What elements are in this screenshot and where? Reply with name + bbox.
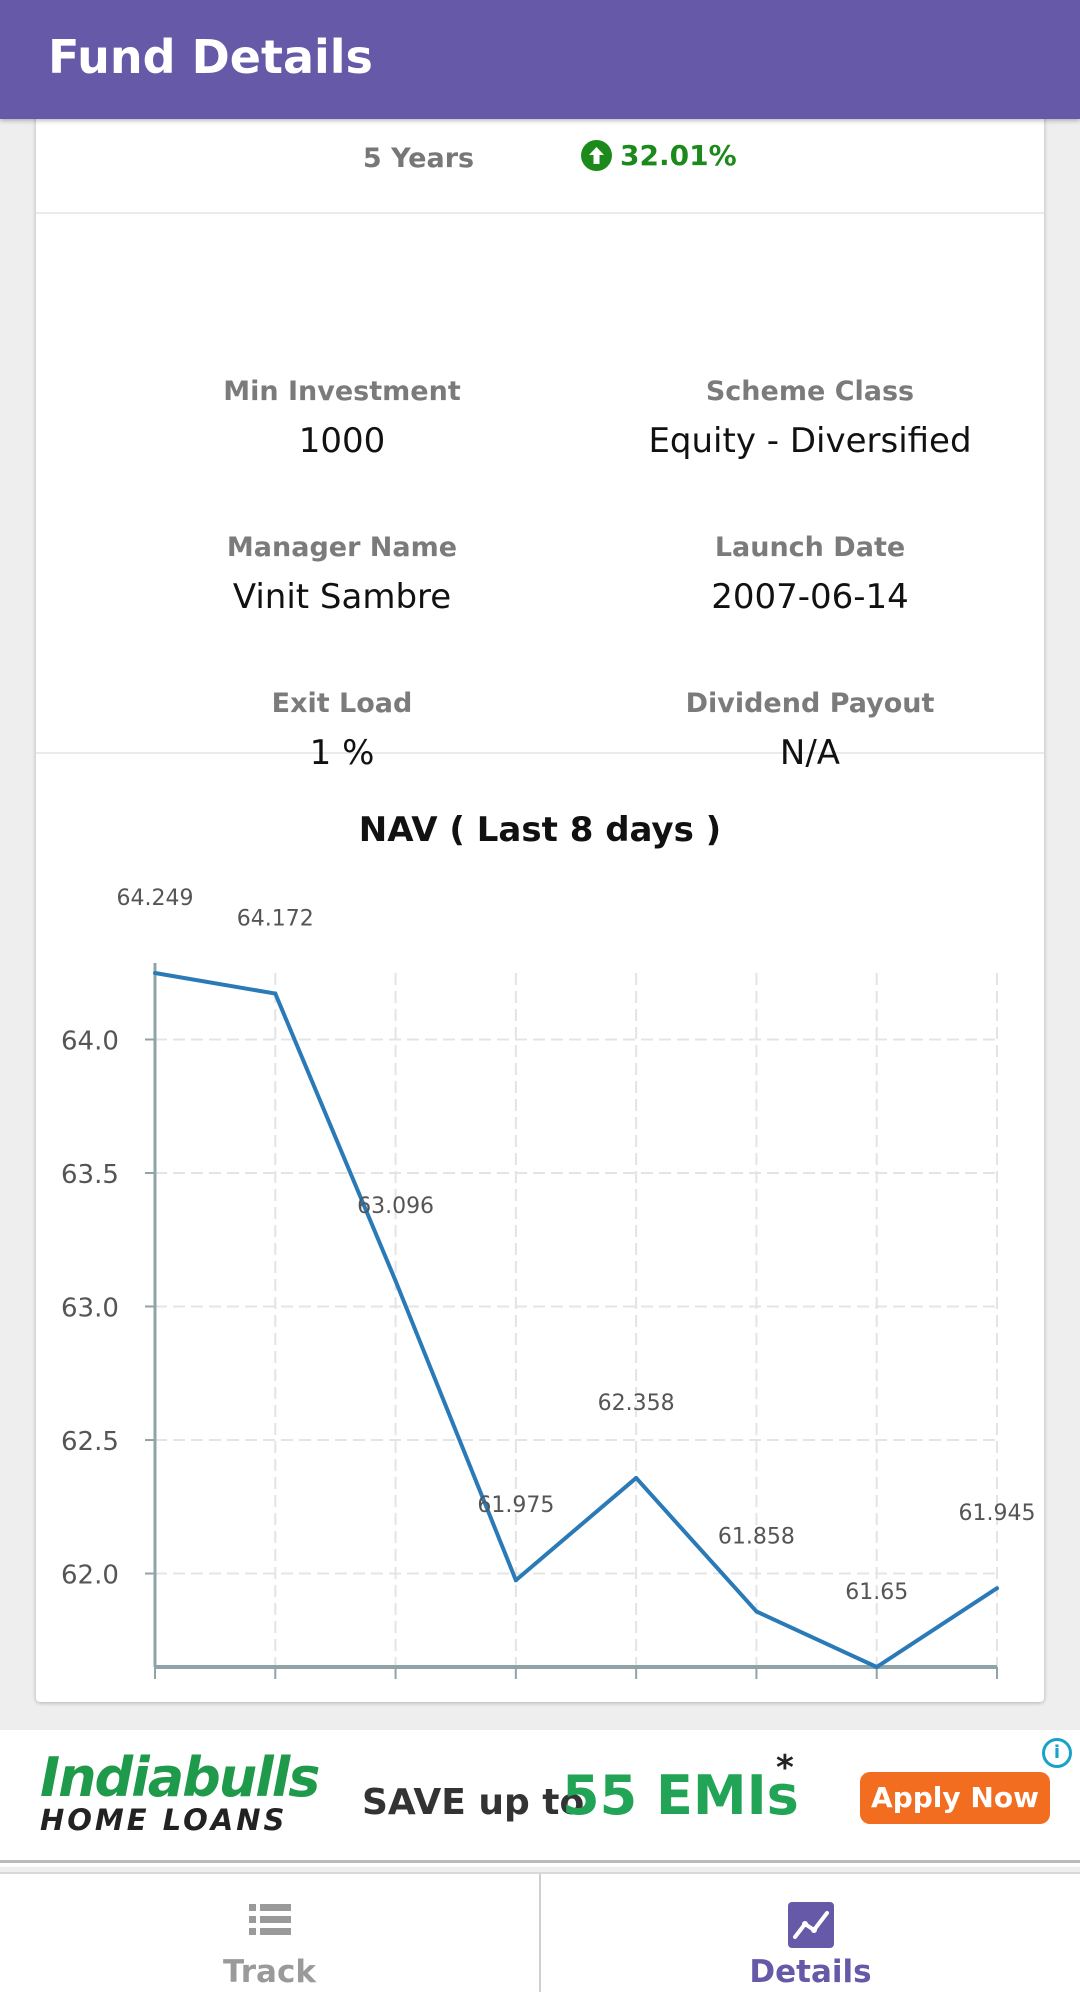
data-point — [273, 991, 278, 996]
data-point — [393, 1278, 398, 1283]
scheme-class-label: Scheme Class — [705, 376, 915, 407]
data-label: 64.172 — [237, 907, 314, 932]
x-tick-label: 5/23 — [726, 1698, 787, 1702]
manager-name: Manager Name Vinit Sambre — [132, 532, 552, 617]
exit-load: Exit Load 1 % — [132, 688, 552, 773]
nav-series-line — [154, 971, 999, 1669]
launch-date-label: Launch Date — [714, 532, 906, 563]
ad-save-text: SAVE up to — [362, 1782, 585, 1823]
y-tick-label: 64.0 — [61, 1026, 119, 1056]
scheme-class: Scheme Class Equity - Diversified — [600, 376, 1020, 461]
data-label: 61.858 — [718, 1524, 795, 1549]
nav-tab-track[interactable]: Track — [0, 1874, 539, 1992]
data-label: 62.358 — [598, 1391, 675, 1416]
ad-brand-logo: Indiabulls HOME LOANS — [40, 1746, 320, 1837]
dividend-payout-value: N/A — [779, 733, 841, 773]
bottom-navigation: Track Details — [0, 1872, 1080, 1992]
launch-date-value: 2007-06-14 — [711, 577, 909, 617]
ad-info-icon[interactable]: i — [1042, 1738, 1072, 1768]
data-point — [153, 971, 157, 975]
page-title: Fund Details — [48, 30, 373, 84]
data-label: 64.249 — [117, 886, 194, 911]
ad-divider — [0, 1860, 1080, 1863]
nav-details-label: Details — [749, 1954, 872, 1990]
manager-name-label: Manager Name — [226, 532, 458, 563]
data-label: 61.945 — [959, 1501, 1036, 1526]
arrow-up-circle-icon — [581, 140, 612, 171]
nav-tab-details[interactable]: Details — [541, 1874, 1080, 1992]
list-icon — [248, 1902, 291, 1942]
data-point — [874, 1665, 879, 1669]
x-tick-label: 5/16 — [125, 1698, 186, 1702]
launch-date: Launch Date 2007-06-14 — [600, 532, 1020, 617]
ad-asterisk: * — [776, 1748, 794, 1788]
line-chart-icon — [787, 1902, 834, 1952]
data-point — [634, 1475, 639, 1480]
nav-track-label: Track — [223, 1954, 316, 1990]
min-investment-value: 1000 — [298, 421, 386, 461]
x-tick-label: 5/24 — [846, 1698, 907, 1702]
exit-load-value: 1 % — [309, 733, 375, 773]
x-tick-label: 5/25 — [967, 1698, 1028, 1702]
data-point — [513, 1578, 518, 1583]
chart-title: NAV ( Last 8 days ) — [358, 810, 722, 850]
fund-info-grid: Min Investment 1000 Scheme Class Equity … — [36, 214, 1044, 773]
exit-load-label: Exit Load — [271, 688, 413, 719]
ad-banner[interactable]: Indiabulls HOME LOANS SAVE up to 55 EMIs… — [0, 1730, 1080, 1867]
data-point — [995, 1586, 999, 1591]
y-tick-label: 62.5 — [61, 1427, 119, 1457]
fund-details-card: 5 Years 32.01% Min Investment 1000 Schem… — [36, 100, 1044, 1702]
nav-chart-section: NAV ( Last 8 days ) 62.0 62.5 63.0 63.5 64.0… — [36, 756, 1044, 1702]
manager-name-value: Vinit Sambre — [232, 577, 452, 617]
ad-emi-text: 55 EMIs — [562, 1764, 799, 1827]
x-tick-label: 5/22 — [606, 1698, 667, 1702]
scheme-class-value: Equity - Diversified — [648, 421, 972, 461]
return-period: 5 Years — [362, 143, 475, 174]
dividend-payout-label: Dividend Payout — [685, 688, 935, 719]
x-tick-label: 5/18 — [365, 1698, 426, 1702]
app-bar: Fund Details — [0, 0, 1080, 119]
data-point — [754, 1609, 759, 1614]
nav-divider — [539, 1874, 541, 1992]
ad-brand-subtitle: HOME LOANS — [40, 1803, 288, 1837]
min-investment: Min Investment 1000 — [132, 376, 552, 461]
return-value: 32.01% — [581, 139, 737, 172]
x-tick-label: 5/21 — [486, 1698, 547, 1702]
dividend-payout: Dividend Payout N/A — [600, 688, 1020, 773]
return-row: 5 Years 32.01% — [36, 100, 1044, 214]
nav-line-chart: 62.0 62.5 63.0 63.5 64.0 5/16 5/17 5/18 5/21 5/22… — [61, 886, 1036, 1702]
y-tick-label: 63.0 — [61, 1294, 119, 1324]
x-tick-label: 5/17 — [245, 1698, 306, 1702]
data-label: 63.096 — [357, 1194, 434, 1219]
y-tick-label: 62.0 — [61, 1561, 119, 1591]
data-label: 61.65 — [845, 1580, 908, 1605]
y-tick-label: 63.5 — [61, 1160, 119, 1190]
ad-brand-name: Indiabulls — [40, 1746, 320, 1809]
min-investment-label: Min Investment — [223, 376, 461, 407]
ad-apply-button[interactable]: Apply Now — [860, 1772, 1050, 1824]
data-label: 61.975 — [477, 1493, 554, 1518]
return-percent: 32.01% — [620, 139, 737, 172]
